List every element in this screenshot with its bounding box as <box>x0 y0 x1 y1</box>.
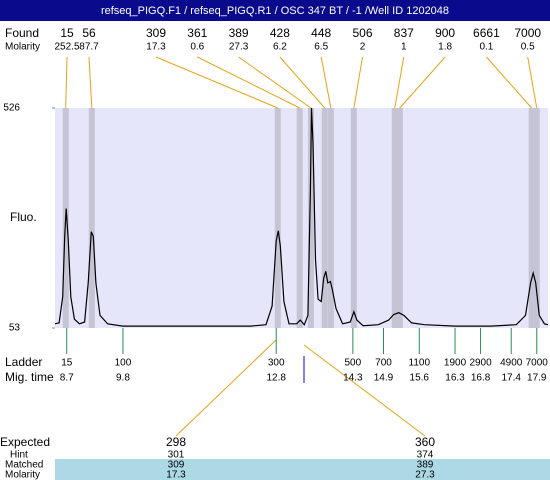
found-molarity: 17.3 <box>146 42 166 53</box>
expected-link <box>175 339 277 437</box>
ladder-time: 12.8 <box>266 373 286 384</box>
found-size: 15 <box>60 26 74 40</box>
found-size: 506 <box>352 26 372 40</box>
found-molarity: 0.1 <box>479 42 493 53</box>
found-size: 428 <box>270 26 290 40</box>
found-molarity: 27.3 <box>229 42 249 53</box>
trace-line <box>55 107 548 327</box>
found-link <box>399 56 446 109</box>
ladder-size: 2900 <box>469 358 492 369</box>
found-size: 389 <box>229 26 249 40</box>
peak-band <box>533 108 540 328</box>
found-molarity: 6.2 <box>273 42 287 53</box>
found-molarity: 6.5 <box>314 42 328 53</box>
found-link <box>238 56 312 109</box>
found-molarity: 87.7 <box>79 42 99 53</box>
found-link <box>353 56 363 109</box>
y-axis-label: Fluo. <box>10 210 37 224</box>
found-size: 309 <box>146 26 166 40</box>
expected-value: 360 <box>415 435 435 449</box>
peak-band <box>327 108 334 328</box>
found-link <box>527 56 538 109</box>
peak-band <box>321 108 328 328</box>
ladder-size: 4900 <box>500 358 523 369</box>
found-molarity: 0.5 <box>521 42 535 53</box>
peak-band <box>396 108 403 328</box>
ladder-size: 1100 <box>409 358 431 369</box>
peak-band <box>528 108 535 328</box>
matched-value: 309 <box>168 460 185 471</box>
ladder-time: 17.9 <box>527 373 547 384</box>
ladder-time: 14.9 <box>374 373 394 384</box>
ladder-time: 14.3 <box>343 373 363 384</box>
found-molarity: 1 <box>401 42 407 53</box>
found-link <box>486 56 533 109</box>
ladder-time: 9.8 <box>116 373 130 384</box>
expected-molarity-label: Molarity <box>5 470 40 480</box>
found-size: 900 <box>435 26 455 40</box>
ladder-time: 17.4 <box>501 373 521 384</box>
ladder-size: 300 <box>268 358 285 369</box>
ladder-size: 100 <box>115 358 132 369</box>
peak-band <box>391 108 398 328</box>
y-tick-label: 53 <box>9 323 21 334</box>
expected-link <box>303 344 426 437</box>
ladder-time: 8.7 <box>60 373 74 384</box>
found-link <box>65 56 68 109</box>
peak-band <box>350 108 357 328</box>
found-size: 361 <box>187 26 207 40</box>
molarity-label: Molarity <box>5 42 40 53</box>
ladder-size: 7000 <box>526 358 549 369</box>
found-size: 7000 <box>514 26 541 40</box>
peak-band <box>296 108 303 328</box>
mig-time-label: Mig. time <box>5 370 54 384</box>
title-bar <box>0 0 550 21</box>
ladder-size: 700 <box>375 358 392 369</box>
chart-title: refseq_PIGQ.F1 / refseq_PIGQ.R1 / OSC 34… <box>101 5 449 17</box>
found-link <box>279 56 326 109</box>
found-size: 448 <box>311 26 331 40</box>
ladder-time: 16.3 <box>445 373 465 384</box>
ladder-size: 500 <box>344 358 361 369</box>
ladder-size: 15 <box>61 358 73 369</box>
found-label: Found <box>5 26 39 40</box>
matched-value: 389 <box>417 460 434 471</box>
found-link <box>155 56 278 109</box>
y-tick-label: 526 <box>3 103 20 114</box>
found-molarity: 1.8 <box>438 42 452 53</box>
expected-label: Expected <box>0 435 50 449</box>
found-link <box>320 56 332 109</box>
found-link <box>197 56 300 109</box>
found-link <box>394 56 405 109</box>
found-size: 56 <box>82 26 96 40</box>
ladder-time: 16.8 <box>471 373 491 384</box>
found-molarity: 2 <box>360 42 366 53</box>
expected-molarity: 17.3 <box>166 470 186 480</box>
hint-value: 301 <box>168 450 185 461</box>
ladder-size: 1900 <box>444 358 467 369</box>
found-molarity: 252.5 <box>54 42 79 53</box>
expected-value: 298 <box>166 435 186 449</box>
ladder-time: 15.6 <box>410 373 430 384</box>
peak-band <box>307 108 314 328</box>
hint-value: 374 <box>417 450 434 461</box>
peak-band <box>274 108 281 328</box>
matched-band <box>55 459 550 480</box>
found-molarity: 0.6 <box>190 42 204 53</box>
found-size: 837 <box>394 26 414 40</box>
found-link <box>88 56 93 109</box>
ladder-label: Ladder <box>5 355 42 369</box>
hint-label: Hint <box>10 450 28 461</box>
peak-band <box>88 108 95 328</box>
expected-molarity: 27.3 <box>415 470 435 480</box>
matched-label: Matched <box>5 460 43 471</box>
found-size: 6661 <box>473 26 500 40</box>
